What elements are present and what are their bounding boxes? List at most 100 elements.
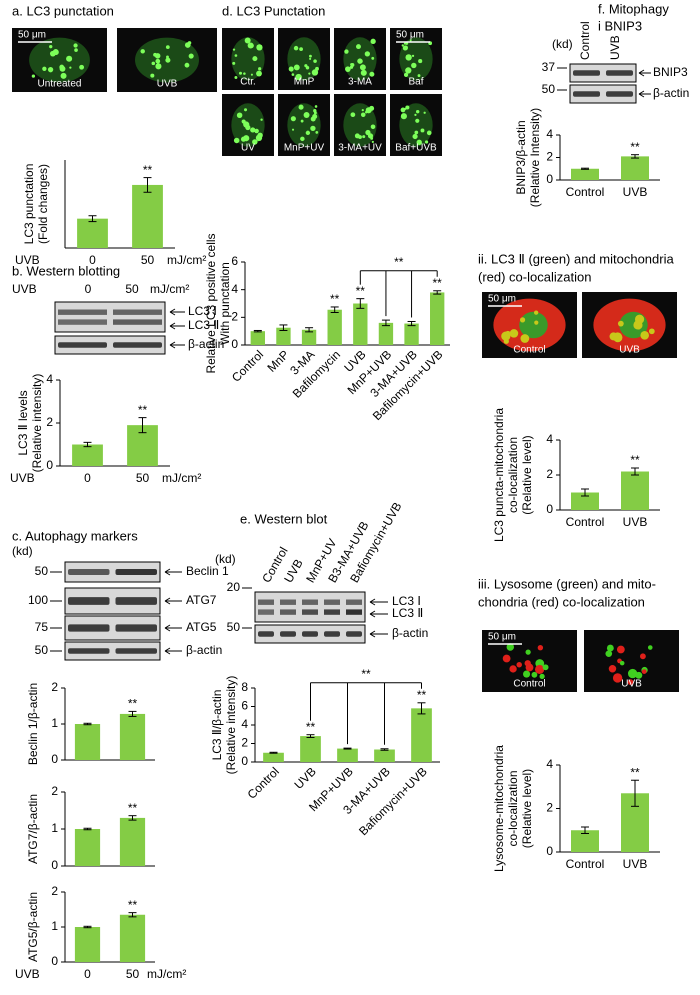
punctum xyxy=(423,111,426,114)
panel-title: d. LC3 Punctation xyxy=(222,3,325,18)
band xyxy=(302,609,318,615)
band-label: β-actin xyxy=(392,626,428,640)
punctum xyxy=(640,331,649,340)
bar xyxy=(353,303,368,345)
kd-marker: 37 xyxy=(542,60,556,74)
arrow xyxy=(164,600,171,605)
lane-label: UVB xyxy=(608,35,622,60)
punctum xyxy=(60,72,67,79)
punctum xyxy=(255,134,263,142)
punctum xyxy=(250,73,253,76)
organelle xyxy=(542,664,549,671)
band xyxy=(115,597,157,605)
y-tick-label: 4 xyxy=(231,282,238,296)
panel-title: b. Western blotting xyxy=(12,263,120,278)
panel-title: (red) co-localization xyxy=(478,269,591,284)
y-tick-label: 6 xyxy=(241,699,248,713)
organelle xyxy=(509,665,517,673)
x-tick-label: Control xyxy=(566,515,605,529)
image-label: MnP xyxy=(294,77,315,88)
x-tick-label: 0 xyxy=(84,967,91,981)
y-tick-label: 4 xyxy=(546,127,553,141)
bar xyxy=(276,327,291,345)
y-axis-label: LC3 punctation xyxy=(22,164,36,245)
punctum xyxy=(420,128,425,133)
y-tick-label: 2 xyxy=(241,736,248,750)
y-axis-label: (Relative intensity) xyxy=(30,374,44,473)
punctum xyxy=(299,47,303,52)
y-axis-label: LC3 Ⅱ levels xyxy=(16,390,30,455)
band-label: β-actin xyxy=(186,643,222,657)
punctum xyxy=(609,332,618,341)
punctum xyxy=(411,54,415,58)
bar xyxy=(132,184,163,248)
band xyxy=(68,597,110,605)
punctum xyxy=(293,64,300,71)
significance: ** xyxy=(630,765,640,779)
punctum xyxy=(411,62,417,69)
punctum xyxy=(361,109,364,112)
y-tick-label: 2 xyxy=(46,415,53,429)
panel-title: iii. Lysosome (green) and mito- xyxy=(478,576,656,591)
y-tick-label: 0 xyxy=(51,752,58,766)
bar xyxy=(430,292,445,345)
x-tick-label: Control xyxy=(566,185,605,199)
x-tick-label: UVB xyxy=(292,764,319,791)
organelle xyxy=(525,649,531,655)
punctum xyxy=(300,119,304,123)
organelle xyxy=(616,645,625,654)
bar xyxy=(571,830,599,852)
punctum xyxy=(240,136,247,142)
x-prefix: UVB xyxy=(15,967,40,981)
arrow xyxy=(164,647,171,652)
y-axis-label: (Relative level) xyxy=(520,769,534,848)
arrow xyxy=(169,311,176,316)
band xyxy=(324,609,340,615)
band xyxy=(113,309,162,315)
x-prefix: UVB xyxy=(15,253,40,267)
scale-bar-label: 50 μm xyxy=(396,30,424,41)
y-axis-label: (Relative Intensity) xyxy=(528,108,542,207)
band-label: ATG7 xyxy=(186,593,217,607)
band xyxy=(68,624,110,632)
x-tick-label: 50 xyxy=(136,471,150,485)
y-tick-label: 4 xyxy=(46,372,53,386)
bar xyxy=(378,322,394,345)
organelle xyxy=(647,645,653,650)
x-tick-label: UVB xyxy=(623,515,648,529)
punctum xyxy=(345,66,351,72)
punctum xyxy=(400,113,407,120)
bracket-label: ** xyxy=(361,667,371,681)
punctum xyxy=(412,133,418,140)
punctum xyxy=(236,112,243,119)
punctum xyxy=(417,74,421,78)
significance: ** xyxy=(417,688,427,702)
band xyxy=(302,599,318,605)
band xyxy=(280,609,296,615)
punctum xyxy=(184,62,190,68)
image-label: 3-MA xyxy=(348,77,372,88)
punctum xyxy=(154,53,161,59)
kd-label: (kd) xyxy=(552,37,573,51)
blot xyxy=(64,561,161,583)
header: 50 xyxy=(125,282,139,296)
band xyxy=(58,309,107,315)
punctum xyxy=(402,45,408,51)
scale-bar-label: 50 μm xyxy=(488,632,516,643)
y-axis-label: (Relative intensity) xyxy=(224,676,238,775)
y-axis-label: With punctation xyxy=(218,262,232,345)
punctum xyxy=(309,57,312,61)
kd-marker: 20 xyxy=(227,580,241,594)
x-tick-label: Bafiomycin+UVB xyxy=(356,764,430,838)
punctum xyxy=(238,71,243,75)
significance: ** xyxy=(433,276,443,290)
punctum xyxy=(295,73,302,81)
arrow xyxy=(169,344,176,349)
y-tick-label: 1 xyxy=(51,821,58,835)
y-tick-label: 0 xyxy=(51,954,58,968)
punctum xyxy=(260,118,263,121)
punctum xyxy=(315,66,319,71)
punctum xyxy=(254,128,259,134)
band xyxy=(324,631,340,637)
